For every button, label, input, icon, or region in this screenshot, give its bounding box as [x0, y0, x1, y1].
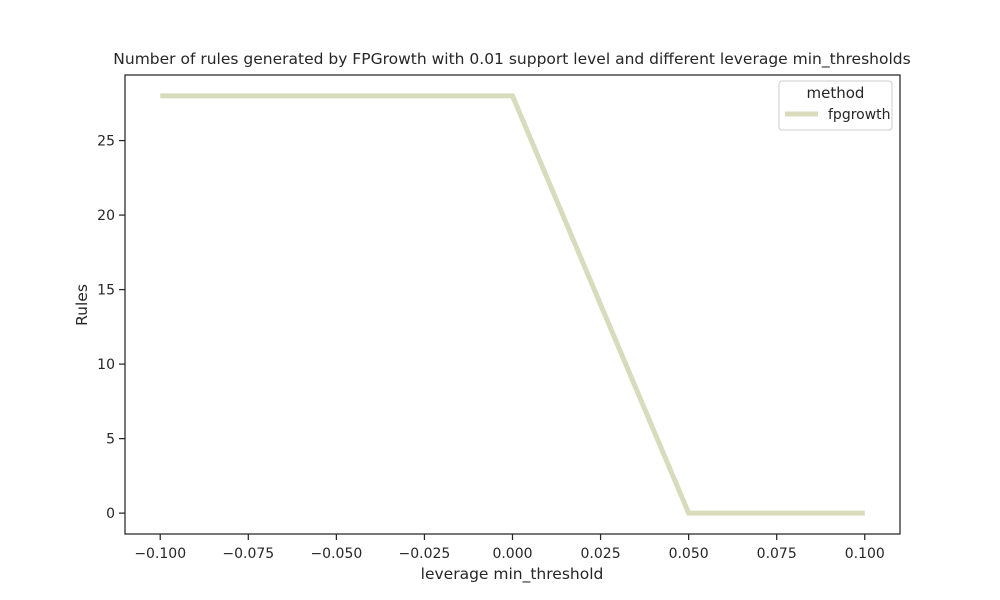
x-tick-label: 0.100: [845, 546, 885, 562]
y-tick-label: 20: [97, 208, 115, 224]
x-tick-label: 0.075: [757, 546, 797, 562]
legend: method fpgrowth: [778, 80, 893, 131]
x-axis-label: leverage min_threshold: [421, 565, 604, 584]
legend-label-fpgrowth: fpgrowth: [828, 107, 891, 123]
x-tick-label: −0.075: [222, 546, 274, 562]
y-axis-label: Rules: [73, 284, 91, 326]
y-tick-label: 0: [106, 506, 115, 522]
plot-area: [124, 74, 901, 535]
x-tick-label: 0.000: [492, 546, 532, 562]
plot-frame: [124, 74, 901, 535]
x-tick-label: 0.050: [669, 546, 709, 562]
y-tick-label: 25: [97, 134, 115, 150]
series-line-fpgrowth: [160, 93, 865, 516]
x-tick-label: −0.100: [134, 546, 186, 562]
x-tick-label: 0.025: [581, 546, 621, 562]
y-tick-label: 5: [106, 432, 115, 448]
legend-title: method: [807, 84, 865, 102]
chart-title: Number of rules generated by FPGrowth wi…: [113, 50, 910, 69]
x-tick-label: −0.050: [310, 546, 362, 562]
x-tick-label: −0.025: [399, 546, 451, 562]
y-tick-label: 15: [97, 283, 115, 299]
x-axis: −0.100 −0.075 −0.050 −0.025 0.000 0.025 0.050 0…: [134, 534, 885, 562]
legend-box: [778, 80, 893, 131]
y-tick-label: 10: [97, 357, 115, 373]
y-axis: 0 5 10 15 20 25: [97, 134, 125, 522]
